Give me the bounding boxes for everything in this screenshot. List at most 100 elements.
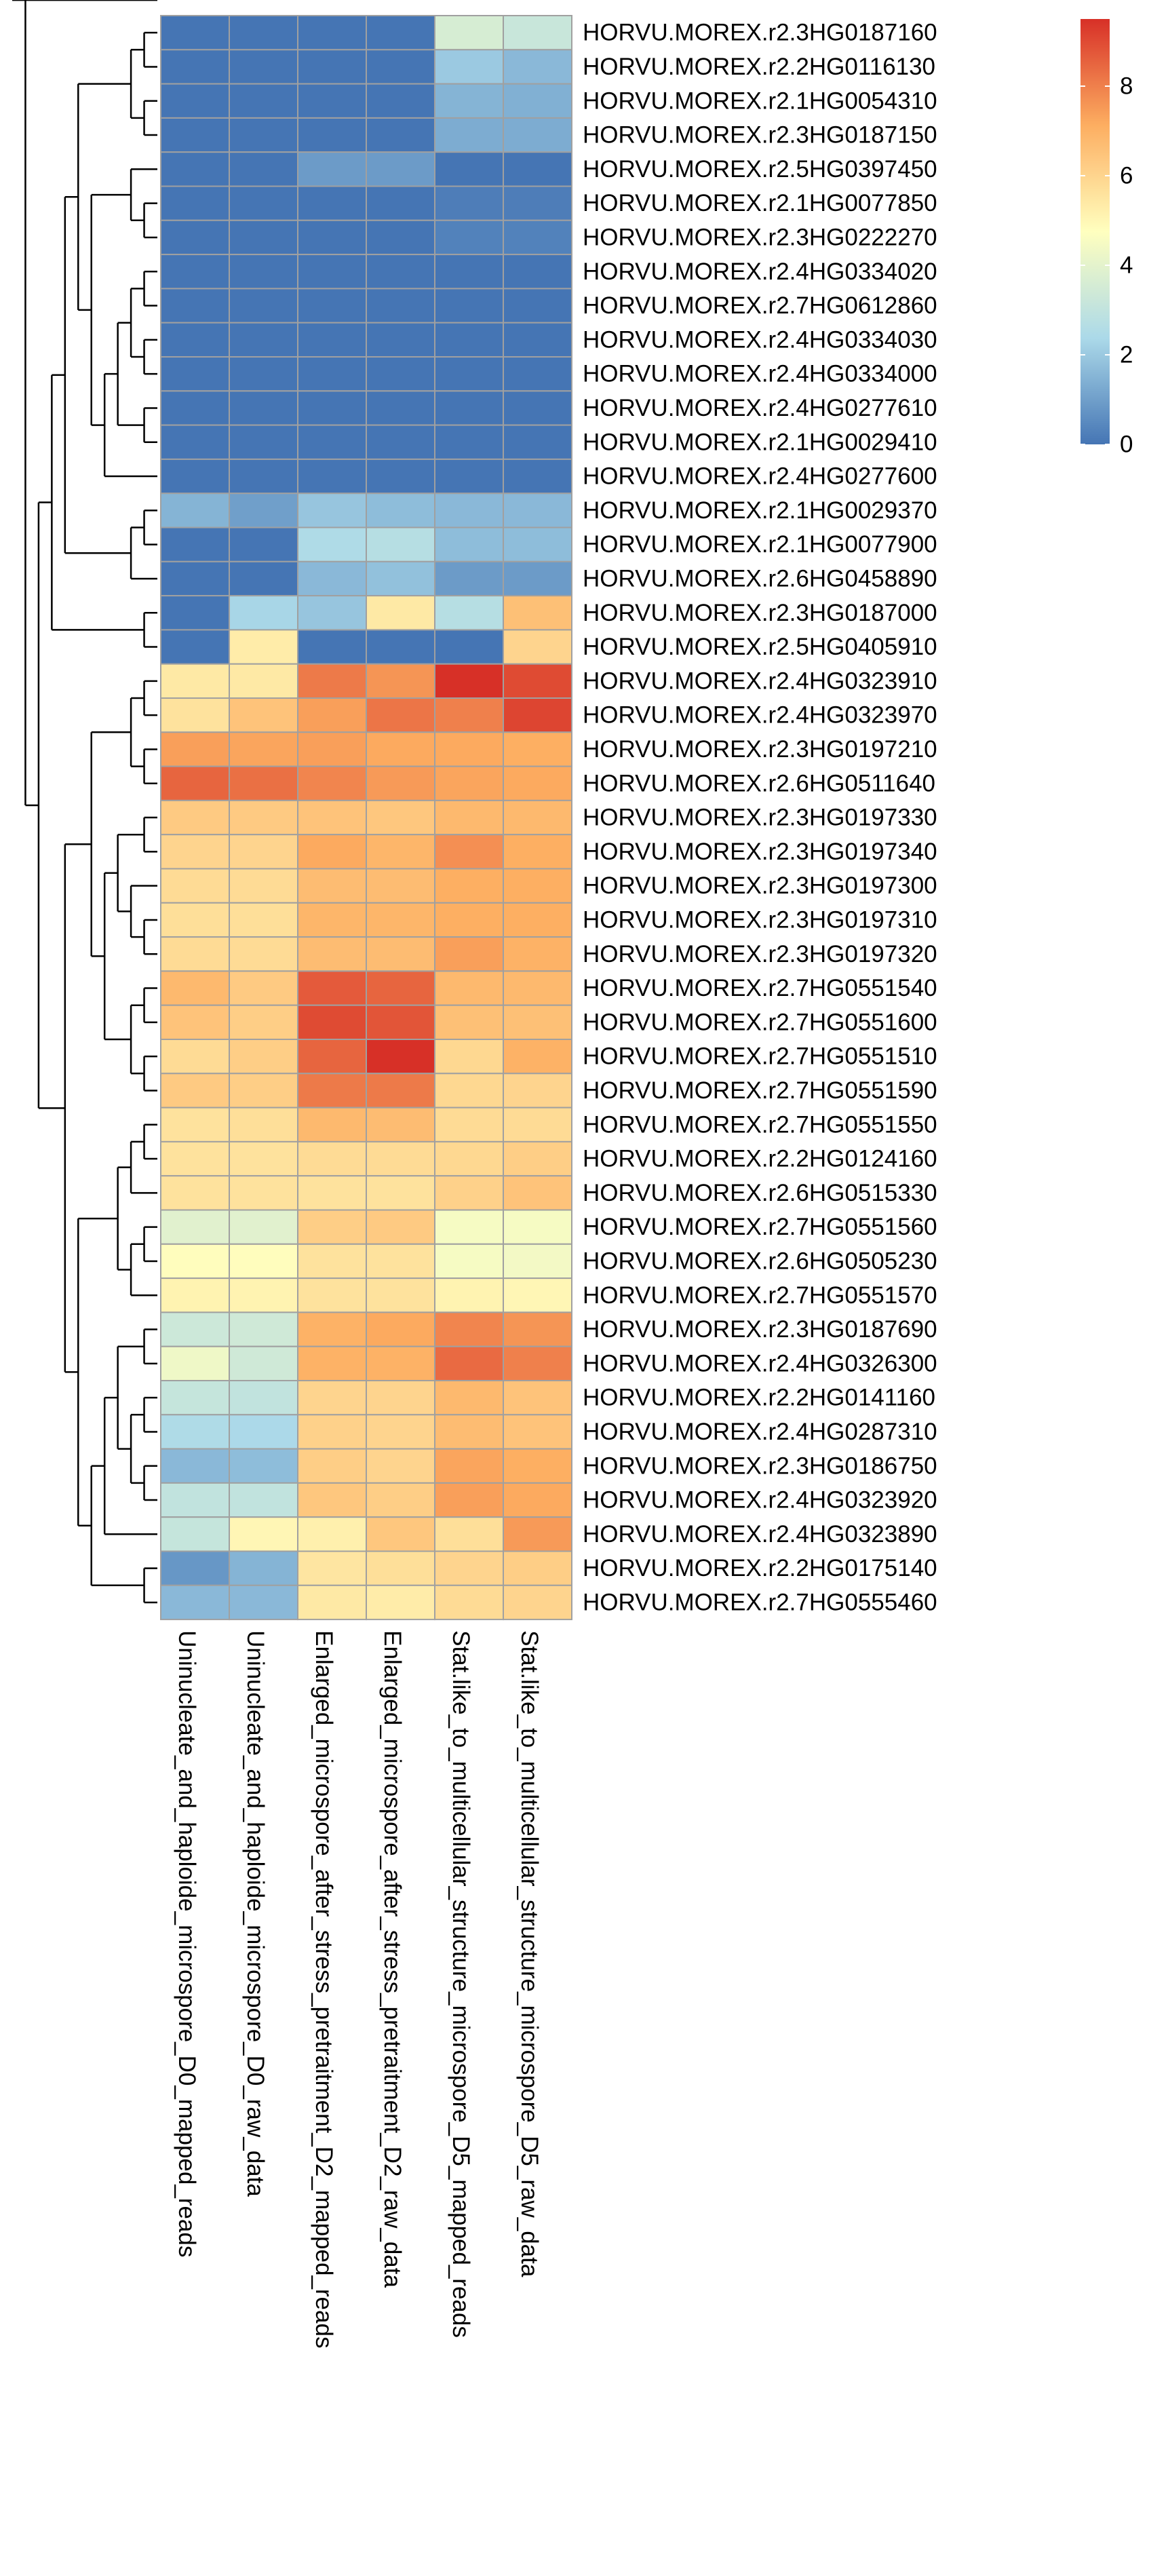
heatmap-cell (366, 1140, 435, 1177)
row-label: HORVU.MOREX.r2.7HG0551590 (583, 1077, 937, 1104)
heatmap-cell (160, 936, 230, 972)
heatmap-cell (434, 493, 504, 528)
heatmap-cell (503, 1243, 572, 1280)
heatmap-cell (297, 356, 367, 392)
heatmap-cell (297, 834, 367, 870)
heatmap-cell (160, 799, 230, 836)
heatmap-cell (160, 1584, 230, 1621)
heatmap-cell (366, 390, 435, 426)
row-label: HORVU.MOREX.r2.7HG0551550 (583, 1111, 937, 1138)
heatmap-cell (503, 1004, 572, 1040)
heatmap-cell (297, 1550, 367, 1586)
heatmap-cell (297, 1243, 367, 1280)
heatmap-cell (434, 1209, 504, 1245)
heatmap-cell (434, 1345, 504, 1381)
heatmap-cell (160, 1107, 230, 1142)
heatmap-cell (297, 1380, 367, 1416)
heatmap-cell (366, 799, 435, 836)
row-label: HORVU.MOREX.r2.3HG0187690 (583, 1316, 937, 1343)
heatmap-cell (366, 185, 435, 221)
heatmap-cell (503, 1584, 572, 1621)
heatmap-cell (297, 322, 367, 358)
legend-tick-label: 8 (1120, 73, 1133, 100)
heatmap-cell (503, 1039, 572, 1075)
heatmap-cell (160, 1004, 230, 1040)
heatmap-cell (160, 1516, 230, 1552)
heatmap-cell (160, 493, 230, 528)
row-label: HORVU.MOREX.r2.4HG0334030 (583, 326, 937, 353)
heatmap-cell (434, 390, 504, 426)
heatmap-cell (229, 765, 298, 801)
heatmap-cell (503, 1175, 572, 1211)
heatmap-cell (366, 970, 435, 1006)
heatmap-cell (229, 356, 298, 392)
heatmap-cell (229, 390, 298, 426)
heatmap-cell (434, 1073, 504, 1109)
heatmap-cell (366, 663, 435, 699)
heatmap-cell (366, 868, 435, 904)
row-label: HORVU.MOREX.r2.3HG0187160 (583, 20, 937, 46)
heatmap-cell (503, 1073, 572, 1109)
heatmap-cell (366, 526, 435, 562)
heatmap-cell (297, 765, 367, 801)
heatmap-cell (434, 731, 504, 767)
row-label: HORVU.MOREX.r2.4HG0323890 (583, 1521, 937, 1547)
row-label: HORVU.MOREX.r2.3HG0186750 (583, 1453, 937, 1479)
heatmap-cell (366, 834, 435, 870)
row-label: HORVU.MOREX.r2.6HG0458890 (583, 565, 937, 592)
heatmap-cell (366, 288, 435, 324)
row-label: HORVU.MOREX.r2.1HG0029370 (583, 497, 937, 524)
row-label: HORVU.MOREX.r2.4HG0326300 (583, 1350, 937, 1377)
heatmap-cell (297, 15, 367, 51)
legend-colorbar (1081, 19, 1110, 444)
heatmap-cell (229, 1039, 298, 1075)
heatmap-cell (434, 1039, 504, 1075)
heatmap-cell (503, 1345, 572, 1381)
heatmap-cell (434, 49, 504, 85)
heatmap-cell (503, 254, 572, 290)
row-label: HORVU.MOREX.r2.1HG0077900 (583, 531, 937, 558)
heatmap-cell (434, 1140, 504, 1177)
heatmap-cell (366, 1311, 435, 1347)
heatmap-cell (229, 1516, 298, 1552)
heatmap-cell (229, 185, 298, 221)
heatmap-cell (434, 185, 504, 221)
row-label: HORVU.MOREX.r2.7HG0555460 (583, 1589, 937, 1615)
heatmap-cell (160, 1073, 230, 1109)
heatmap-cell (503, 731, 572, 767)
heatmap-cell (434, 322, 504, 358)
heatmap-cell (160, 1243, 230, 1280)
row-label: HORVU.MOREX.r2.4HG0323910 (583, 668, 937, 694)
heatmap-cell (366, 560, 435, 597)
heatmap-cell (160, 288, 230, 324)
heatmap-cell (160, 1414, 230, 1450)
row-label: HORVU.MOREX.r2.5HG0397450 (583, 156, 937, 182)
heatmap-cell (229, 1140, 298, 1177)
heatmap-cell (297, 663, 367, 699)
heatmap-cell (160, 1209, 230, 1245)
heatmap-cell (297, 1311, 367, 1347)
heatmap-cell (297, 1107, 367, 1142)
heatmap-cell (297, 595, 367, 631)
heatmap-cell (297, 151, 367, 187)
heatmap-cell (297, 1209, 367, 1245)
heatmap-cell (229, 219, 298, 256)
heatmap-cell (366, 458, 435, 495)
heatmap-cell (366, 1482, 435, 1518)
heatmap-cell (503, 834, 572, 870)
heatmap-cell (160, 1311, 230, 1347)
heatmap-cell (229, 629, 298, 665)
heatmap-cell (229, 288, 298, 324)
row-label: HORVU.MOREX.r2.3HG0197310 (583, 906, 937, 933)
row-label: HORVU.MOREX.r2.3HG0197330 (583, 805, 937, 831)
heatmap-cell (160, 663, 230, 699)
heatmap-cell (229, 526, 298, 562)
heatmap-cell (229, 1277, 298, 1313)
heatmap-cell (160, 1039, 230, 1075)
heatmap-cell (229, 1004, 298, 1040)
heatmap-cell (366, 1107, 435, 1142)
heatmap-cell (160, 526, 230, 562)
heatmap-cell (366, 117, 435, 153)
heatmap-cell (434, 1550, 504, 1586)
legend-tick-label: 0 (1120, 431, 1133, 458)
